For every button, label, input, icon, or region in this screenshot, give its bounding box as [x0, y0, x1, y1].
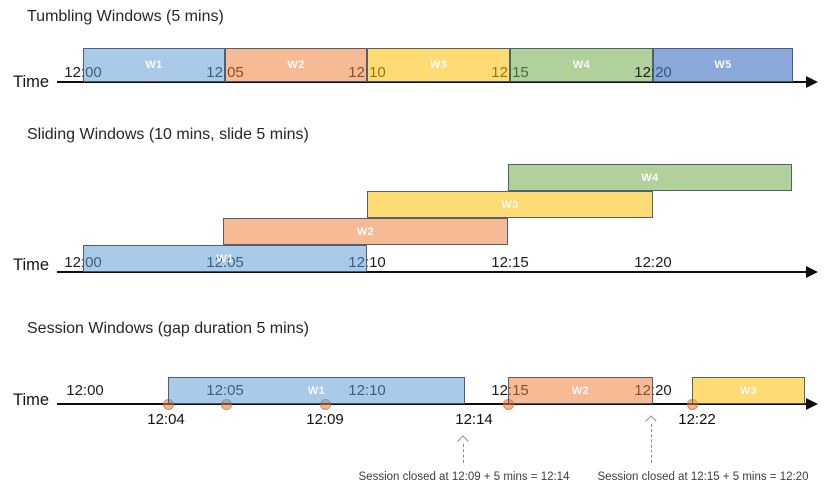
section-title-tumbling: Tumbling Windows (5 mins)	[27, 8, 224, 25]
window-tumbling-w3: W3	[367, 48, 510, 82]
event-time-label-12:22: 12:22	[678, 411, 716, 428]
time-axis-label-sliding: Time	[13, 256, 50, 274]
window-sliding-w3: W3	[367, 191, 653, 218]
tick-label-session-12:00: 12:00	[66, 382, 104, 399]
time-axis-session	[57, 403, 806, 405]
time-axis-label-tumbling: Time	[13, 73, 50, 91]
window-session-w3: W3	[692, 377, 805, 404]
window-label: W1	[216, 252, 234, 265]
event-time-label-12:14: 12:14	[455, 411, 493, 428]
window-label: W1	[307, 384, 326, 397]
tick-label-sliding-12:15: 12:15	[491, 254, 529, 271]
window-tumbling-w1: W1	[83, 48, 225, 82]
section-title-sliding: Sliding Windows (10 mins, slide 5 mins)	[27, 126, 309, 143]
window-label: W2	[287, 59, 305, 71]
window-label: W2	[356, 225, 375, 238]
window-label: W1	[145, 59, 163, 71]
arrow-stem	[651, 424, 652, 463]
window-sliding-w2: W2	[223, 218, 508, 245]
window-label: W5	[714, 59, 732, 71]
window-label: W2	[571, 384, 590, 397]
tick-label-sliding-12:20: 12:20	[634, 254, 672, 271]
window-tumbling-w5: W5	[653, 48, 793, 82]
window-label: W4	[572, 59, 591, 71]
arrow-stem	[463, 444, 464, 463]
time-axis-tumbling	[57, 81, 806, 83]
session-close-annotation: Session closed at 12:15 + 5 mins = 12:20	[597, 471, 809, 483]
window-label: W3	[739, 384, 758, 397]
window-label: W3	[429, 59, 448, 71]
section-title-session: Session Windows (gap duration 5 mins)	[27, 320, 309, 337]
window-tumbling-w2: W2	[225, 48, 367, 82]
window-sliding-w4: W4	[508, 164, 792, 191]
event-time-label-12:04: 12:04	[147, 411, 185, 428]
window-session-w1: W1	[168, 377, 465, 404]
window-label: W3	[501, 198, 519, 211]
event-time-label-12:09: 12:09	[306, 411, 344, 428]
arrow-right-icon	[806, 398, 818, 410]
window-session-w2: W2	[508, 377, 653, 404]
session-close-annotation: Session closed at 12:09 + 5 mins = 12:14	[358, 471, 570, 483]
window-tumbling-w4: W4	[510, 48, 653, 82]
arrow-right-icon	[806, 266, 818, 278]
window-label: W4	[641, 171, 659, 184]
time-axis-label-session: Time	[13, 391, 50, 409]
time-axis-sliding	[57, 271, 806, 273]
window-sliding-w1: W1	[83, 245, 367, 272]
arrow-right-icon	[806, 76, 818, 88]
